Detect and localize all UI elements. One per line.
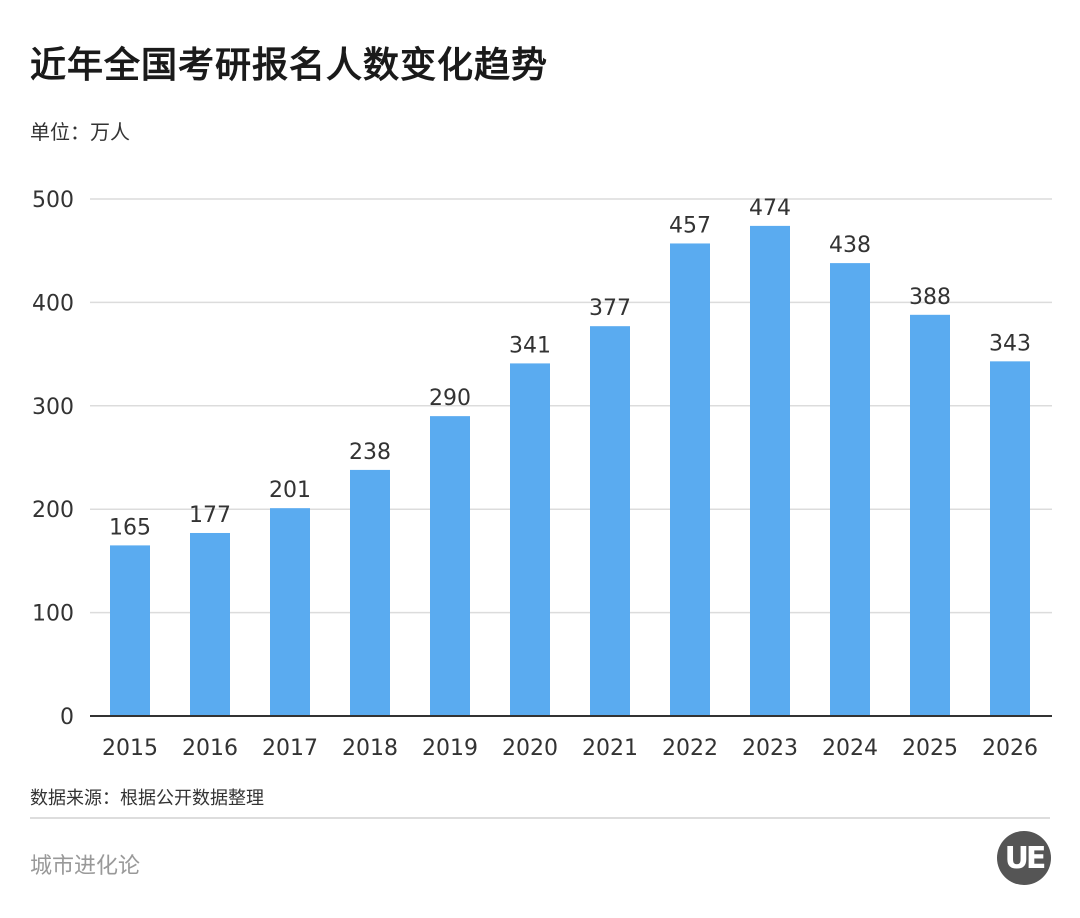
brand-name: 城市进化论 xyxy=(30,854,141,879)
x-tick-label: 2026 xyxy=(982,736,1038,761)
bar-2017 xyxy=(270,508,310,716)
bar-chart: 0 100 200 300 400 500 165 2015 177 2016 201 2017 238… xyxy=(32,188,1052,761)
data-label: 177 xyxy=(189,503,231,528)
bar-2018 xyxy=(350,469,390,716)
data-label: 343 xyxy=(989,331,1031,356)
bar-2026 xyxy=(990,361,1030,716)
chart-title: 近年全国考研报名人数变化趋势 xyxy=(30,45,549,86)
y-tick-label: 400 xyxy=(32,291,74,316)
data-source: 数据来源：根据公开数据整理 xyxy=(30,788,264,809)
x-tick-label: 2019 xyxy=(422,736,478,761)
x-tick-label: 2024 xyxy=(822,736,878,761)
x-tick-label: 2017 xyxy=(262,736,318,761)
bar-2024 xyxy=(830,263,870,716)
x-tick-label: 2025 xyxy=(902,736,958,761)
y-tick-label: 300 xyxy=(32,395,74,420)
data-label: 388 xyxy=(909,285,951,310)
y-tick-label: 0 xyxy=(60,705,74,730)
bar-2022 xyxy=(670,243,710,716)
data-label: 438 xyxy=(829,233,871,258)
bar-2019 xyxy=(430,416,470,716)
x-tick-label: 2023 xyxy=(742,736,798,761)
x-tick-label: 2022 xyxy=(662,736,718,761)
data-label: 341 xyxy=(509,333,551,358)
bar-2023 xyxy=(750,225,790,716)
y-tick-label: 500 xyxy=(32,188,74,213)
bar-2021 xyxy=(590,326,630,716)
data-label: 377 xyxy=(589,296,631,321)
data-label: 238 xyxy=(349,440,391,465)
bar-2016 xyxy=(190,532,230,716)
data-label: 474 xyxy=(749,196,791,221)
data-label: 290 xyxy=(429,386,471,411)
divider xyxy=(30,817,1050,819)
data-label: 201 xyxy=(269,478,311,503)
x-tick-label: 2015 xyxy=(102,736,158,761)
unit-label: 单位：万人 xyxy=(30,120,130,144)
x-tick-label: 2021 xyxy=(582,736,638,761)
data-label: 457 xyxy=(669,213,711,238)
brand-logo: UE xyxy=(997,831,1051,885)
bar-2025 xyxy=(910,314,950,716)
x-tick-label: 2020 xyxy=(502,736,558,761)
y-tick-label: 100 xyxy=(32,602,74,627)
bar-2015 xyxy=(110,545,150,716)
data-label: 165 xyxy=(109,515,151,540)
x-tick-label: 2018 xyxy=(342,736,398,761)
y-tick-label: 200 xyxy=(32,498,74,523)
bar-2020 xyxy=(510,363,550,716)
x-tick-label: 2016 xyxy=(182,736,238,761)
